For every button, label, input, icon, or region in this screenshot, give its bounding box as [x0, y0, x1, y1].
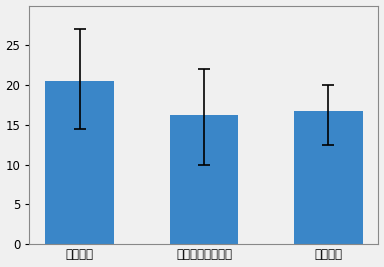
Bar	[45, 81, 114, 244]
Bar	[294, 111, 362, 244]
Bar	[170, 115, 238, 244]
